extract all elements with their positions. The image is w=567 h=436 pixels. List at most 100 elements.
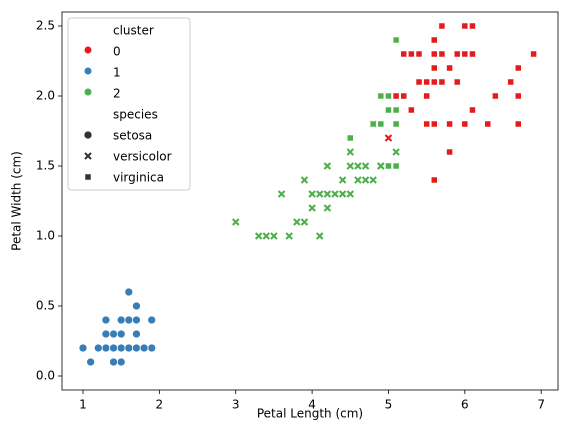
point <box>377 92 385 100</box>
x-tick-label: 1 <box>79 398 87 412</box>
point <box>338 190 347 198</box>
point <box>438 22 446 30</box>
point <box>147 315 157 325</box>
point <box>446 64 453 72</box>
point <box>323 190 332 198</box>
point <box>384 134 393 142</box>
point <box>446 120 453 128</box>
y-tick-label: 1.5 <box>36 159 55 173</box>
point <box>316 190 324 198</box>
point <box>431 120 438 128</box>
point <box>431 78 438 86</box>
point <box>323 162 332 170</box>
legend-label: setosa <box>113 129 152 143</box>
point <box>93 343 103 353</box>
point <box>469 106 476 114</box>
point <box>461 120 469 128</box>
point <box>515 92 522 100</box>
point <box>361 176 370 184</box>
point <box>116 329 126 339</box>
point <box>354 162 362 170</box>
point <box>124 315 134 325</box>
point <box>392 36 400 44</box>
point <box>469 50 476 58</box>
point <box>147 343 157 353</box>
point <box>446 148 453 156</box>
point <box>346 190 354 198</box>
point <box>116 357 126 367</box>
point <box>515 120 522 128</box>
point <box>254 232 263 240</box>
x-tick-label: 2 <box>156 398 164 412</box>
legend-label: 0 <box>113 45 121 59</box>
point <box>277 190 286 198</box>
point <box>262 232 270 240</box>
point <box>338 176 347 184</box>
point <box>392 92 400 100</box>
legend-frame <box>67 17 191 191</box>
point <box>453 50 461 58</box>
point <box>377 120 385 128</box>
point <box>484 120 491 128</box>
point <box>300 176 309 184</box>
point <box>109 343 118 353</box>
point <box>507 78 514 86</box>
point <box>392 162 400 170</box>
point <box>116 343 126 353</box>
y-axis-label: Petal Width (cm) <box>10 151 24 251</box>
point <box>385 106 392 114</box>
point <box>109 329 118 339</box>
legend-marker <box>84 88 92 96</box>
plot-frame <box>61 11 559 391</box>
point <box>461 22 469 30</box>
point <box>124 287 134 297</box>
point <box>461 50 469 58</box>
point <box>293 218 301 226</box>
point <box>101 315 111 325</box>
point <box>78 343 88 353</box>
point <box>124 343 134 353</box>
point <box>101 329 111 339</box>
point <box>377 162 385 170</box>
point <box>530 50 537 58</box>
x-tick-label: 3 <box>232 398 240 412</box>
point <box>385 92 392 100</box>
point <box>369 176 377 184</box>
point <box>369 120 377 128</box>
point <box>408 50 415 58</box>
point <box>453 78 461 86</box>
point <box>431 50 438 58</box>
point <box>492 92 499 100</box>
legend-marker <box>84 67 92 75</box>
point <box>86 357 95 367</box>
legend-title: species <box>113 108 158 122</box>
point <box>116 315 126 325</box>
point <box>285 232 293 240</box>
point <box>423 92 430 100</box>
point <box>132 329 141 339</box>
point <box>300 218 309 226</box>
point <box>232 218 240 226</box>
point <box>132 315 141 325</box>
point <box>438 78 446 86</box>
legend-marker <box>83 130 93 140</box>
point <box>400 92 407 100</box>
point <box>431 64 438 72</box>
point <box>347 134 354 142</box>
legend: cluster 0 1 2 species setosa versicolor virgini… <box>67 17 191 191</box>
point <box>132 343 141 353</box>
point <box>308 204 316 212</box>
point <box>392 106 400 114</box>
point <box>101 343 111 353</box>
legend-label: versicolor <box>113 150 172 164</box>
point <box>270 232 278 240</box>
point <box>385 162 392 170</box>
point <box>346 148 354 156</box>
point <box>316 232 324 240</box>
legend-marker <box>84 173 92 181</box>
point <box>361 162 370 170</box>
y-tick-label: 2.0 <box>36 89 55 103</box>
point <box>423 120 430 128</box>
point <box>323 204 332 212</box>
